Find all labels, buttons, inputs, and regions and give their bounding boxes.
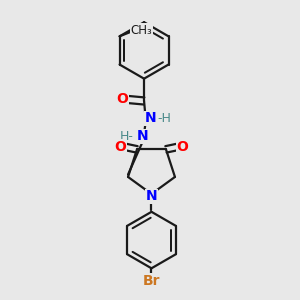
Text: O: O bbox=[177, 140, 189, 154]
Text: N: N bbox=[137, 129, 148, 143]
Text: -H: -H bbox=[158, 112, 171, 125]
Text: N: N bbox=[146, 189, 157, 203]
Text: CH₃: CH₃ bbox=[130, 24, 152, 37]
Text: N: N bbox=[145, 112, 157, 125]
Text: O: O bbox=[116, 92, 128, 106]
Text: O: O bbox=[114, 140, 126, 154]
Text: H-: H- bbox=[119, 130, 134, 143]
Text: Br: Br bbox=[143, 274, 160, 288]
